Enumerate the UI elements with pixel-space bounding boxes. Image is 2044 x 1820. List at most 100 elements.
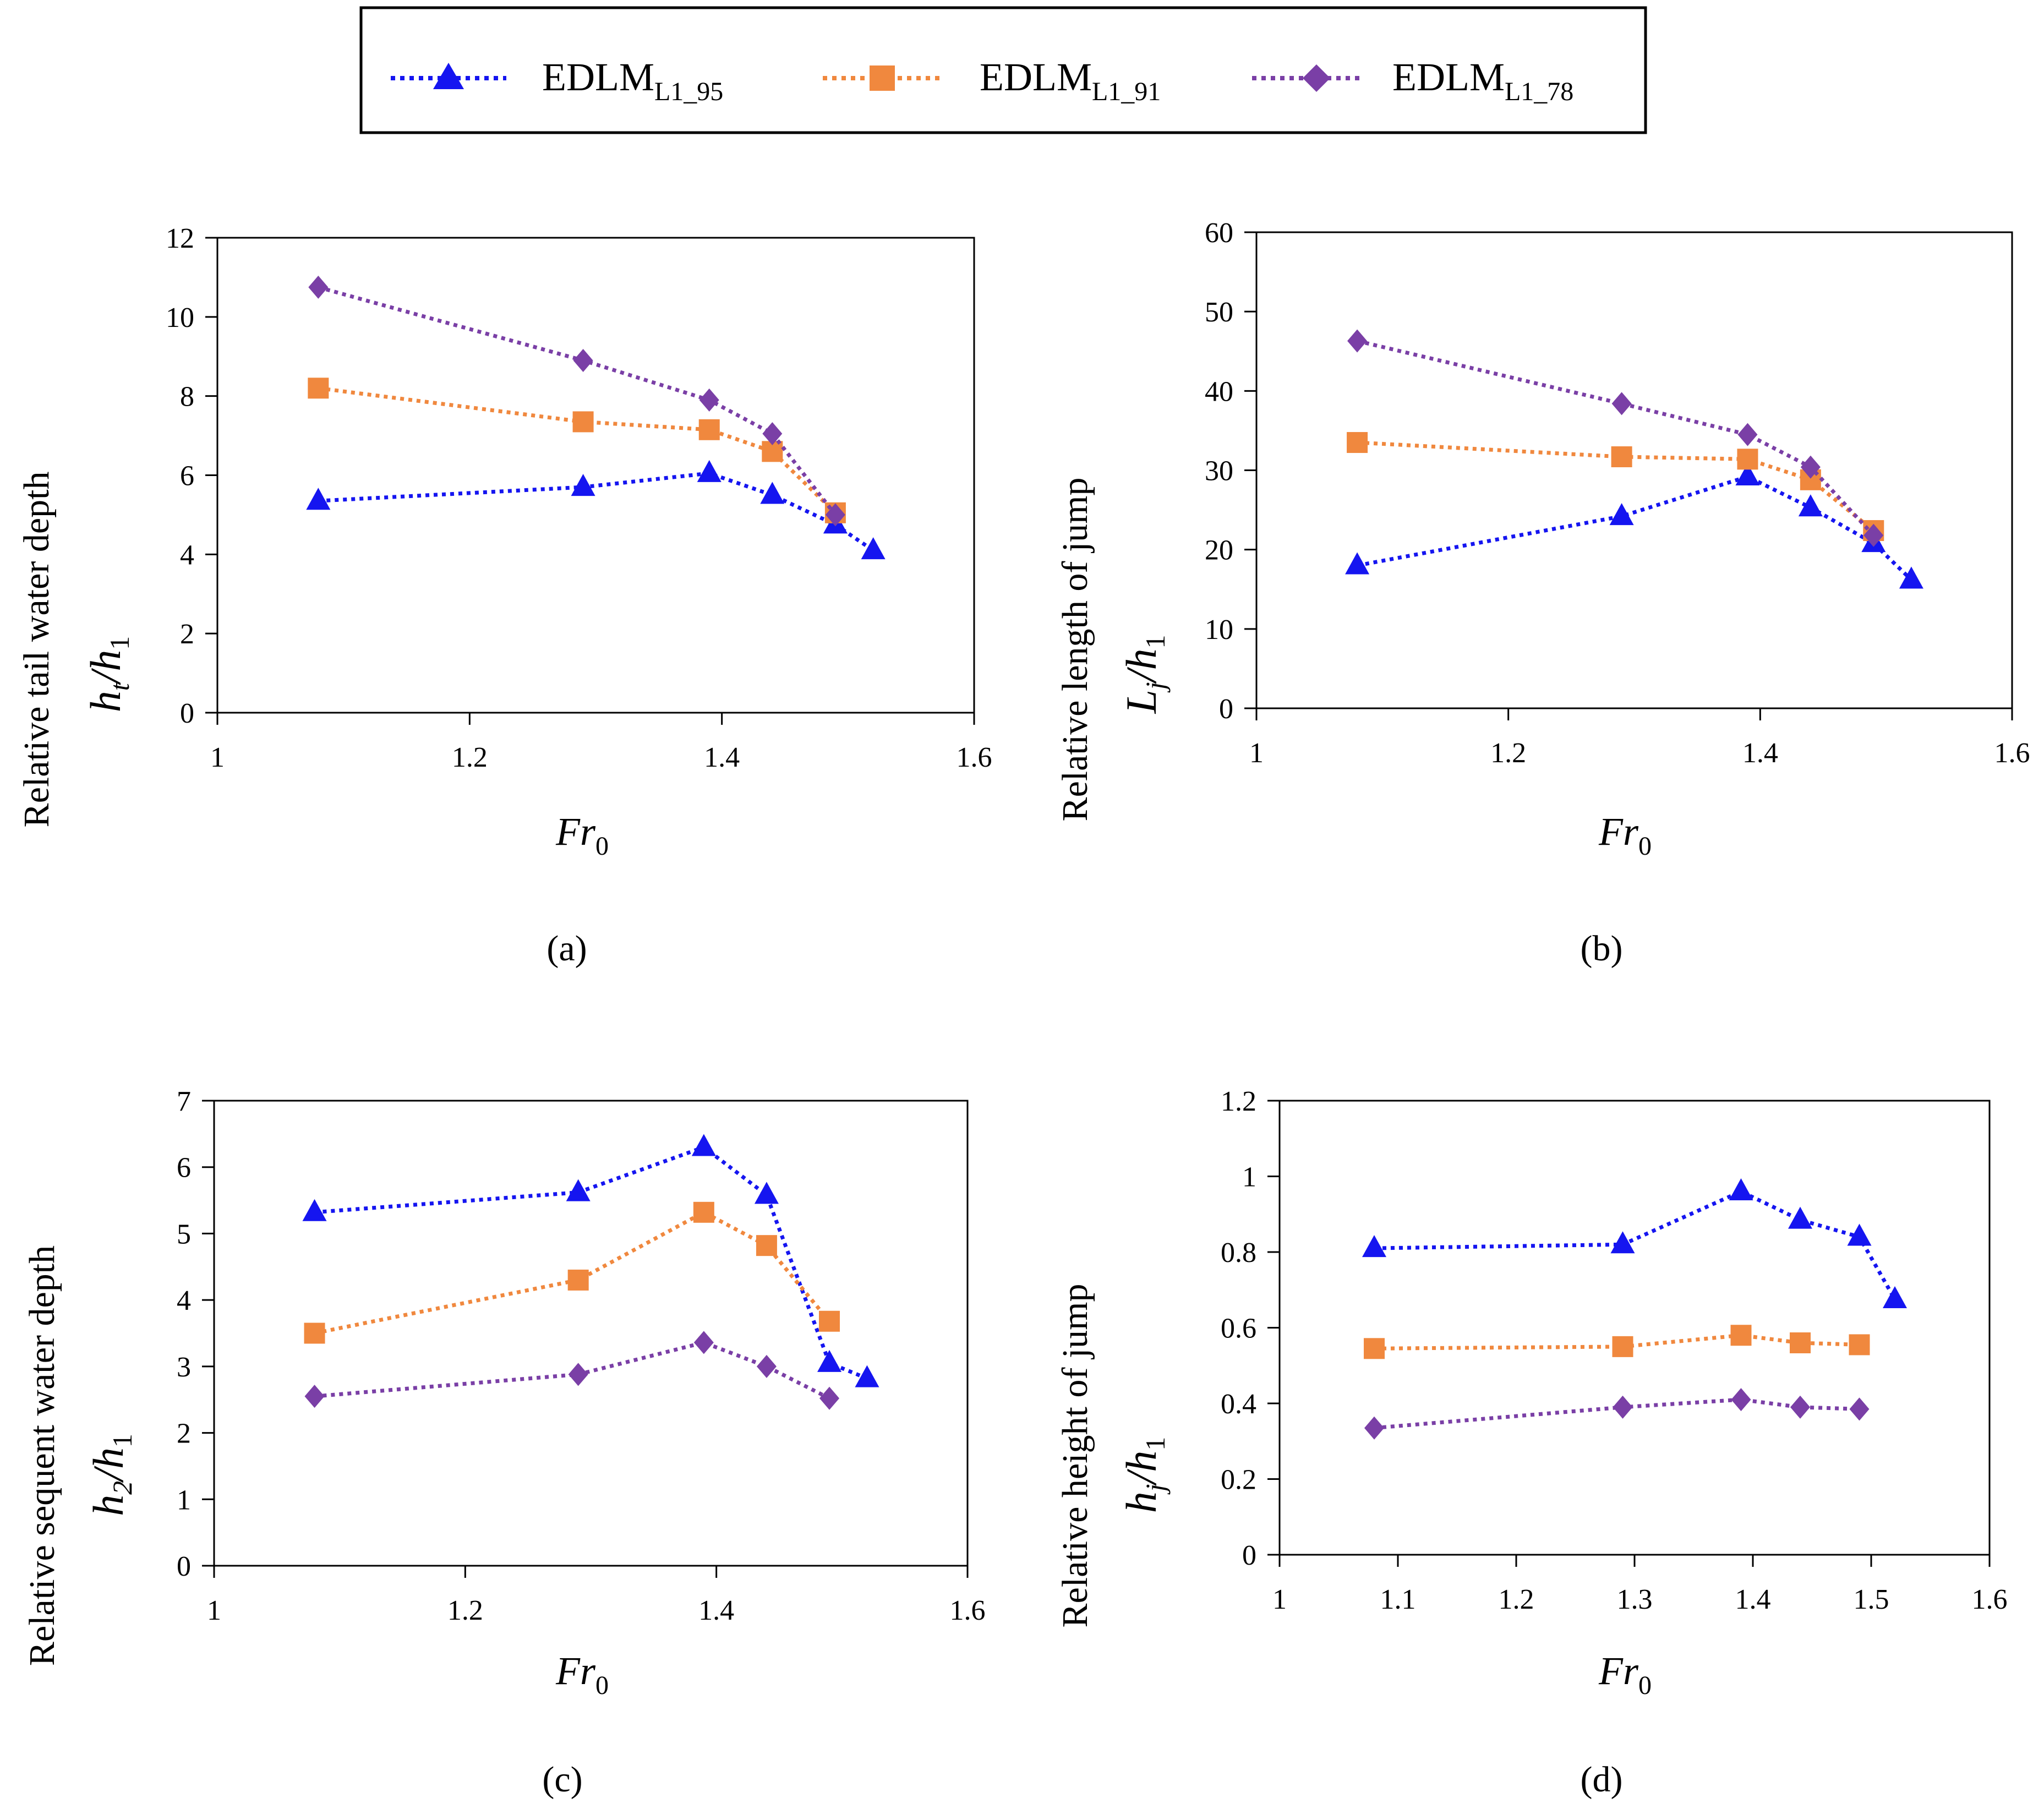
y-tick-label: 10 — [1205, 614, 1233, 646]
y-math-num-sub: t — [104, 682, 135, 691]
y-axis-label: Relative tail water depth — [17, 472, 57, 828]
data-point-triangle — [817, 1349, 842, 1372]
x-tick-label: 1.2 — [1490, 737, 1526, 769]
data-point-square — [572, 411, 594, 433]
y-math-num: h — [84, 1495, 132, 1516]
data-point-square — [1730, 1325, 1752, 1346]
legend-label-l1-78: EDLM — [1392, 55, 1505, 99]
y-math-num: L — [1117, 690, 1165, 714]
x-tick-label: 1 — [207, 1595, 221, 1626]
data-point-triangle — [566, 1179, 591, 1201]
y-tick-label: 10 — [166, 302, 194, 334]
legend-sub-l1-91: L1_91 — [1092, 77, 1161, 106]
y-axis-label: Relative height of jump — [1055, 1283, 1095, 1627]
data-point-diamond — [568, 1363, 588, 1386]
series-l1-95 — [1345, 463, 1923, 589]
series-line-l1-91 — [1374, 1333, 1860, 1351]
svg-text:EDLML1_78: EDLML1_78 — [1392, 55, 1573, 106]
data-point-square — [1611, 446, 1632, 467]
data-point-diamond — [756, 1354, 777, 1378]
svg-text:EDLML1_95: EDLML1_95 — [542, 55, 723, 106]
y-math-den: h — [84, 1447, 132, 1469]
x-axis-label-base: Fr — [1598, 1649, 1639, 1693]
panel-label-d: (d) — [1581, 1759, 1623, 1800]
data-point-diamond — [819, 1386, 840, 1410]
data-point-square — [1347, 432, 1368, 453]
x-axis-label: Fr0 — [555, 810, 609, 861]
data-point-diamond — [1347, 329, 1368, 353]
y-axis-math-label: Lj/h1 — [1117, 635, 1171, 714]
y-math-num-sub: 2 — [107, 1481, 138, 1495]
y-tick-label: 6 — [177, 1152, 191, 1184]
y-axis-math-label: hj/h1 — [1117, 1437, 1171, 1513]
x-tick-label: 1.4 — [698, 1595, 734, 1626]
y-axis-label: Relative length of jump — [1055, 477, 1095, 821]
x-tick-label: 1.6 — [957, 742, 992, 773]
x-tick-label: 1.6 — [1972, 1584, 2008, 1615]
series-l1-91 — [304, 1201, 840, 1344]
data-point-square — [308, 378, 329, 399]
y-tick-label: 2 — [177, 1418, 191, 1450]
y-tick-label: 0 — [1219, 693, 1233, 725]
series-line-l1-95 — [1374, 1189, 1897, 1300]
x-axis-label-sub: 0 — [595, 832, 609, 861]
data-point-triangle — [1610, 1231, 1635, 1254]
y-tick-label: 0.6 — [1221, 1313, 1256, 1344]
legend-entry-l1-78: EDLML1_78 — [1252, 55, 1573, 106]
triangle-icon — [433, 63, 464, 89]
series-l1-78 — [304, 1331, 840, 1410]
x-tick-label: 1.4 — [1742, 737, 1778, 769]
y-tick-label: 1.2 — [1221, 1086, 1256, 1117]
y-axis-math-label: h2/h1 — [84, 1434, 138, 1516]
data-point-triangle — [1883, 1286, 1907, 1308]
y-tick-label: 4 — [180, 539, 194, 571]
series-l1-95 — [306, 460, 886, 560]
y-tick-label: 0.4 — [1221, 1389, 1256, 1420]
y-math-num: h — [81, 691, 129, 712]
plot-frame — [1255, 231, 2013, 709]
data-point-triangle — [302, 1199, 327, 1221]
data-point-triangle — [754, 1182, 779, 1204]
series-l1-91 — [1364, 1325, 1870, 1359]
data-point-square — [1849, 1334, 1870, 1356]
y-tick-label: 1 — [177, 1484, 191, 1516]
legend-sub-l1-78: L1_78 — [1505, 77, 1573, 106]
x-axis-label-base: Fr — [555, 810, 596, 854]
y-math-den-sub: 1 — [1140, 1437, 1171, 1451]
data-point-triangle — [760, 482, 785, 504]
data-point-diamond — [1613, 1395, 1633, 1419]
series-line-l1-91 — [314, 1210, 831, 1335]
data-point-triangle — [1362, 1235, 1386, 1258]
y-math-den-sub: 1 — [1140, 635, 1171, 649]
chart-d: 00.20.40.60.811.21 1.1 1.2 1.3 1.4 1.5 1.6Fr0R… — [1055, 1086, 2008, 1800]
x-tick-label: 1.4 — [1735, 1584, 1771, 1615]
y-tick-label: 40 — [1205, 376, 1233, 407]
data-point-diamond — [1731, 1388, 1751, 1412]
y-math-den: h — [1117, 649, 1165, 670]
data-point-diamond — [1790, 1395, 1810, 1419]
data-point-triangle — [697, 460, 722, 482]
square-icon — [870, 65, 895, 91]
x-axis-label-sub: 0 — [1638, 1671, 1652, 1700]
data-point-diamond — [1364, 1416, 1384, 1440]
data-point-square — [1612, 1336, 1633, 1357]
data-point-triangle — [1609, 503, 1634, 526]
series-line-l1-95 — [318, 471, 875, 552]
data-point-diamond — [1849, 1397, 1870, 1421]
series-l1-78 — [1347, 329, 1884, 547]
series-line-l1-91 — [318, 386, 837, 515]
x-tick-label: 1.3 — [1617, 1584, 1653, 1615]
y-tick-label: 0 — [1242, 1540, 1256, 1571]
diamond-icon — [1303, 64, 1330, 92]
x-axis-label: Fr0 — [555, 1649, 609, 1700]
series-l1-78 — [1364, 1388, 1870, 1440]
data-point-triangle — [306, 488, 331, 510]
plot-frame — [1278, 1100, 1991, 1556]
data-point-diamond — [693, 1331, 714, 1354]
data-point-triangle — [691, 1134, 716, 1156]
x-axis-label-base: Fr — [1598, 810, 1639, 854]
data-point-triangle — [1847, 1223, 1872, 1246]
